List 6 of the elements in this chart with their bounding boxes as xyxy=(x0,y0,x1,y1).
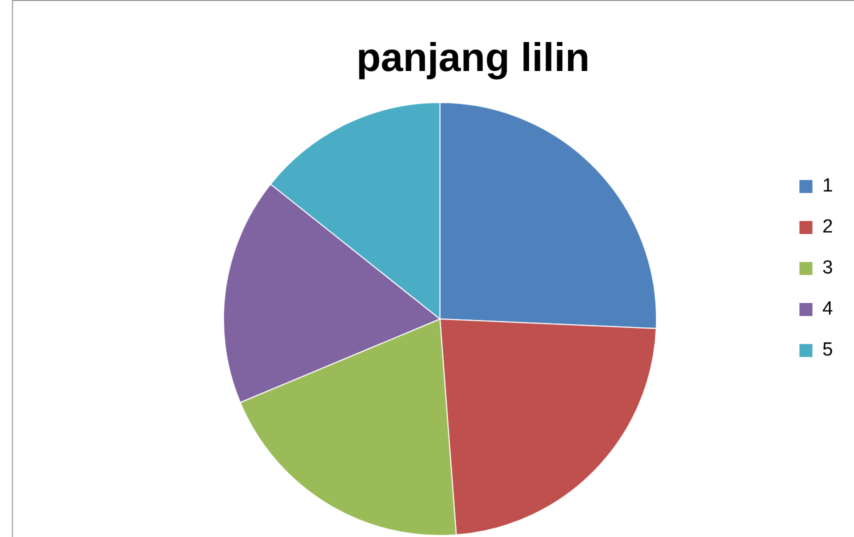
chart-title: panjang lilin xyxy=(356,36,590,80)
legend-label: 1 xyxy=(822,176,834,197)
legend-label: 4 xyxy=(822,298,834,320)
legend-label: 5 xyxy=(822,340,834,361)
legend-label: 2 xyxy=(822,216,834,238)
legend-label: 3 xyxy=(822,258,834,279)
